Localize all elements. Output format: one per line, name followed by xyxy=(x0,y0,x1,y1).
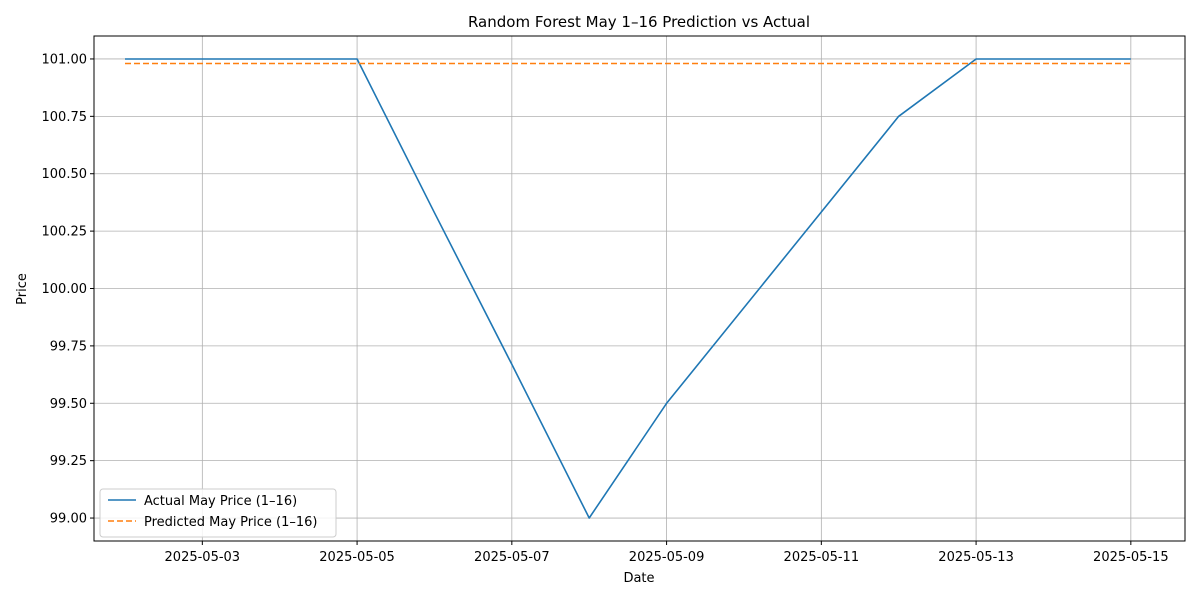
x-tick-label: 2025-05-09 xyxy=(629,550,705,565)
y-tick-label: 100.00 xyxy=(42,282,88,297)
x-tick-label: 2025-05-11 xyxy=(784,550,860,565)
y-axis-label: Price xyxy=(15,273,30,305)
x-tick-label: 2025-05-05 xyxy=(319,550,395,565)
series-line-actual xyxy=(125,58,1131,519)
y-tick-label: 99.00 xyxy=(50,512,87,527)
x-axis: 2025-05-03 2025-05-05 2025-05-07 2025-05-09… xyxy=(165,541,1169,565)
legend: Actual May Price (1–16) Predicted May Pr… xyxy=(99,488,337,538)
legend-label-predicted: Predicted May Price (1–16) xyxy=(144,515,317,530)
x-tick-label: 2025-05-07 xyxy=(474,550,550,565)
y-tick-label: 99.75 xyxy=(50,339,87,354)
chart-title: Random Forest May 1–16 Prediction vs Act… xyxy=(468,13,810,31)
y-tick-label: 100.75 xyxy=(42,110,88,125)
x-tick-label: 2025-05-15 xyxy=(1093,550,1169,565)
series-group xyxy=(125,58,1131,519)
y-tick-label: 100.50 xyxy=(42,167,88,182)
legend-label-actual: Actual May Price (1–16) xyxy=(144,494,297,509)
y-tick-label: 99.25 xyxy=(50,454,87,469)
y-tick-label: 99.50 xyxy=(50,397,87,412)
x-axis-label: Date xyxy=(623,571,654,586)
y-tick-label: 100.25 xyxy=(42,225,88,240)
x-tick-label: 2025-05-03 xyxy=(165,550,241,565)
x-tick-label: 2025-05-13 xyxy=(938,550,1014,565)
legend-box xyxy=(99,488,337,538)
y-axis: 99.00 99.25 99.50 99.75 100.00 100.25 100.50 10… xyxy=(42,52,94,527)
y-tick-label: 101.00 xyxy=(42,52,88,67)
